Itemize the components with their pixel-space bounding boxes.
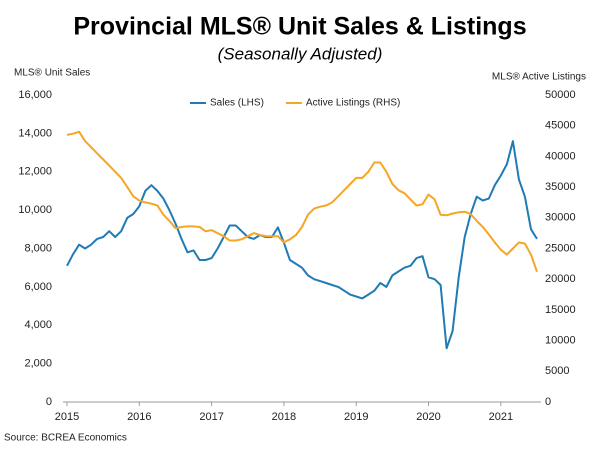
x-tick-label: 2020: [416, 411, 440, 423]
y2-tick-label: 20000: [545, 273, 576, 285]
y-tick-label: 12,000: [18, 166, 52, 178]
y2-tick-label: 40000: [545, 150, 576, 162]
x-tick-label: 2018: [272, 411, 296, 423]
y2-tick-label: 25000: [545, 242, 576, 254]
y2-tick-label: 50000: [545, 89, 576, 101]
y2-tick-label: 5000: [545, 365, 569, 377]
y-tick-label: 6,000: [24, 281, 52, 293]
source-note: Source: BCREA Economics: [4, 433, 127, 444]
x-tick-label: 2017: [199, 411, 223, 423]
y2-tick-label: 10000: [545, 335, 576, 347]
y-tick-label: 16,000: [18, 89, 52, 101]
series-line: [66, 130, 538, 273]
y-tick-label: 10,000: [18, 204, 52, 216]
y-tick-label: 4,000: [24, 319, 52, 331]
series-line: [66, 140, 538, 350]
y-tick-label: 8,000: [24, 242, 52, 254]
y2-tick-label: 45000: [545, 120, 576, 132]
y2-tick-label: 30000: [545, 212, 576, 224]
chart-subtitle: (Seasonally Adjusted): [218, 44, 383, 63]
x-tick-label: 2019: [344, 411, 368, 423]
y-tick-label: 14,000: [18, 127, 52, 139]
y2-tick-label: 35000: [545, 181, 576, 193]
legend-label: Active Listings (RHS): [306, 98, 400, 109]
legend-label: Sales (LHS): [210, 98, 264, 109]
x-tick-label: 2016: [127, 411, 151, 423]
chart-title: Provincial MLS® Unit Sales & Listings: [73, 13, 526, 41]
y2-tick-label: 15000: [545, 304, 576, 316]
x-tick-label: 2015: [55, 411, 79, 423]
y2-tick-label: 0: [545, 396, 551, 408]
y-axis-label: MLS® Unit Sales: [14, 68, 90, 79]
y-tick-label: 2,000: [24, 358, 52, 370]
y-tick-label: 0: [46, 396, 52, 408]
x-tick-label: 2021: [489, 411, 513, 423]
y2-axis-label: MLS® Active Listings: [492, 72, 586, 83]
